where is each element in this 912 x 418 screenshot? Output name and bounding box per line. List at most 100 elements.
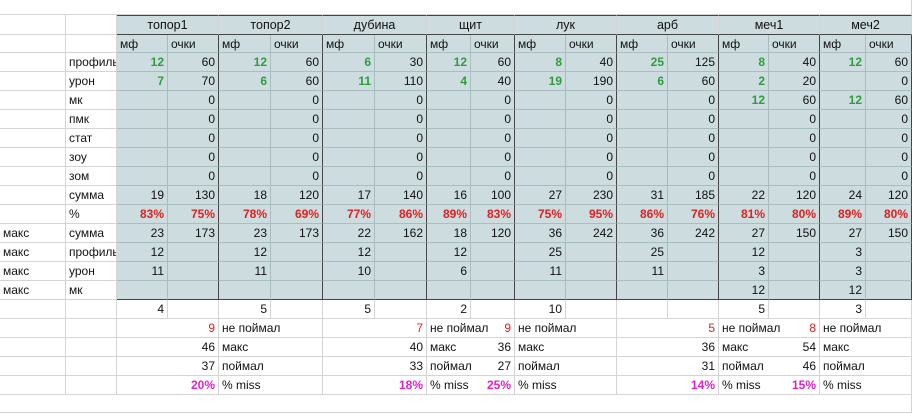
damage-pts-2[interactable]: 110 [375, 72, 427, 91]
zom-pts-1[interactable]: 0 [271, 167, 323, 186]
max_mk-pts-2[interactable] [375, 281, 427, 300]
max_mk-pts-4[interactable] [566, 281, 617, 300]
blank[interactable] [668, 300, 719, 319]
bottom-max-1[interactable]: 40 [323, 338, 427, 357]
max_mk-mf-3[interactable] [427, 281, 471, 300]
damage-mf-1[interactable]: 6 [219, 72, 271, 91]
subheader-mf-3[interactable]: мф [427, 35, 471, 53]
max_damage-mf-4[interactable]: 11 [515, 262, 566, 281]
profile-mf-0[interactable]: 12 [117, 53, 168, 72]
sum-mf-1[interactable]: 18 [219, 186, 271, 205]
group-header-5[interactable]: арб [617, 15, 719, 35]
bottom-miss-0[interactable]: 20% [117, 376, 219, 395]
left-label-max-2[interactable]: макс [0, 281, 66, 300]
mk-pts-5[interactable]: 0 [668, 91, 719, 110]
max_sum-pts-6[interactable]: 150 [769, 224, 820, 243]
max_mk-mf-1[interactable] [219, 281, 271, 300]
profile-pts-7[interactable]: 60 [866, 53, 912, 72]
max_mk-mf-0[interactable] [117, 281, 168, 300]
max_sum-mf-2[interactable]: 22 [323, 224, 375, 243]
max_sum-mf-3[interactable]: 18 [427, 224, 471, 243]
count-2[interactable]: 5 [323, 300, 375, 319]
zou-pts-6[interactable]: 0 [769, 148, 820, 167]
stat-mf-6[interactable] [719, 129, 769, 148]
max_sum-pts-2[interactable]: 162 [375, 224, 427, 243]
max_profile-pts-6[interactable] [769, 243, 820, 262]
group-header-7[interactable]: меч2 [820, 15, 912, 35]
max_mk-mf-6[interactable]: 12 [719, 281, 769, 300]
blank[interactable] [375, 300, 427, 319]
profile-mf-5[interactable]: 25 [617, 53, 668, 72]
max_sum-pts-5[interactable]: 242 [668, 224, 719, 243]
bottom-max-4[interactable]: 54 [719, 338, 820, 357]
zou-mf-7[interactable] [820, 148, 866, 167]
zom-mf-4[interactable] [515, 167, 566, 186]
blank[interactable] [66, 357, 117, 376]
blank[interactable] [0, 300, 66, 319]
pct-mf-5[interactable]: 86% [617, 205, 668, 224]
mk-mf-0[interactable] [117, 91, 168, 110]
pct-pts-3[interactable]: 83% [471, 205, 515, 224]
stat-mf-0[interactable] [117, 129, 168, 148]
subheader-mf-7[interactable]: мф [820, 35, 866, 53]
stat-mf-2[interactable] [323, 129, 375, 148]
pmk-mf-1[interactable] [219, 110, 271, 129]
blank[interactable] [168, 300, 219, 319]
count-6[interactable]: 5 [719, 300, 769, 319]
corner-cell[interactable] [0, 15, 66, 35]
sum-mf-3[interactable]: 16 [427, 186, 471, 205]
blank[interactable] [66, 319, 117, 338]
profile-mf-3[interactable]: 12 [427, 53, 471, 72]
group-header-3[interactable]: щит [427, 15, 515, 35]
max_damage-mf-7[interactable]: 3 [820, 262, 866, 281]
pmk-pts-4[interactable]: 0 [566, 110, 617, 129]
zom-mf-0[interactable] [117, 167, 168, 186]
row-label-damage[interactable]: урон [66, 72, 117, 91]
zom-mf-3[interactable] [427, 167, 471, 186]
zom-pts-7[interactable]: 0 [866, 167, 912, 186]
max_damage-pts-3[interactable] [471, 262, 515, 281]
left-label-4[interactable] [0, 129, 66, 148]
mk-pts-3[interactable]: 0 [471, 91, 515, 110]
damage-pts-3[interactable]: 40 [471, 72, 515, 91]
pmk-pts-1[interactable]: 0 [271, 110, 323, 129]
zom-pts-6[interactable]: 0 [769, 167, 820, 186]
pct-mf-2[interactable]: 77% [323, 205, 375, 224]
max_sum-mf-1[interactable]: 23 [219, 224, 271, 243]
zom-pts-4[interactable]: 0 [566, 167, 617, 186]
sum-mf-0[interactable]: 19 [117, 186, 168, 205]
sum-pts-6[interactable]: 120 [769, 186, 820, 205]
pmk-mf-5[interactable] [617, 110, 668, 129]
pct-pts-0[interactable]: 75% [168, 205, 219, 224]
bottom-caught-0[interactable]: 37 [117, 357, 219, 376]
max_profile-pts-4[interactable] [566, 243, 617, 262]
zom-pts-5[interactable]: 0 [668, 167, 719, 186]
zou-pts-3[interactable]: 0 [471, 148, 515, 167]
mk-mf-5[interactable] [617, 91, 668, 110]
subheader-pts-6[interactable]: очки [769, 35, 820, 53]
pct-pts-1[interactable]: 69% [271, 205, 323, 224]
max_profile-pts-1[interactable] [271, 243, 323, 262]
max_profile-pts-0[interactable] [168, 243, 219, 262]
pmk-mf-0[interactable] [117, 110, 168, 129]
max_damage-pts-7[interactable] [866, 262, 912, 281]
row-label-profile[interactable]: профиль [66, 53, 117, 72]
damage-mf-4[interactable]: 19 [515, 72, 566, 91]
mk-pts-7[interactable]: 60 [866, 91, 912, 110]
bottom-nc-3[interactable]: 5 [617, 319, 719, 338]
pct-mf-6[interactable]: 81% [719, 205, 769, 224]
zom-mf-7[interactable] [820, 167, 866, 186]
count-0[interactable]: 4 [117, 300, 168, 319]
bottom-miss-4[interactable]: 15% [719, 376, 820, 395]
left-label-8[interactable] [0, 205, 66, 224]
profile-mf-1[interactable]: 12 [219, 53, 271, 72]
profile-mf-2[interactable]: 6 [323, 53, 375, 72]
blank[interactable] [66, 376, 117, 395]
sum-mf-5[interactable]: 31 [617, 186, 668, 205]
max_mk-pts-0[interactable] [168, 281, 219, 300]
count-3[interactable]: 2 [427, 300, 471, 319]
damage-mf-3[interactable]: 4 [427, 72, 471, 91]
profile-pts-3[interactable]: 60 [471, 53, 515, 72]
max_sum-mf-0[interactable]: 23 [117, 224, 168, 243]
profile-pts-5[interactable]: 125 [668, 53, 719, 72]
